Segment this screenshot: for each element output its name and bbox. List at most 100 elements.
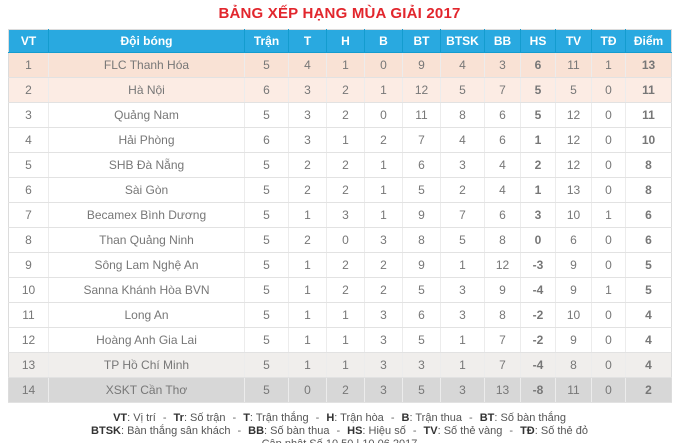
cell-stat: 8 xyxy=(555,352,592,378)
cell-stat: 1 xyxy=(288,202,327,228)
column-header: VT xyxy=(8,29,49,53)
cell-stat: 5 xyxy=(440,77,485,103)
cell-position: 11 xyxy=(8,302,49,328)
column-header: TĐ xyxy=(591,29,626,53)
table-row: 12 Hoàng Anh Gia Lai 5 1 1 3 5 1 7 -2 9 0 4 xyxy=(8,327,672,353)
cell-points: 10 xyxy=(625,127,672,153)
cell-stat: 12 xyxy=(555,127,592,153)
cell-stat: 7 xyxy=(440,202,485,228)
cell-stat: 4 xyxy=(484,152,521,178)
cell-stat: 3 xyxy=(440,277,485,303)
cell-team-name: Sông Lam Nghệ An xyxy=(48,252,245,278)
cell-goal-diff: 3 xyxy=(520,202,556,228)
cell-stat: 0 xyxy=(591,102,626,128)
cell-stat: 1 xyxy=(326,352,365,378)
cell-stat: 2 xyxy=(326,177,365,203)
cell-goal-diff: 1 xyxy=(520,177,556,203)
cell-stat: 5 xyxy=(244,202,289,228)
cell-team-name: Sài Gòn xyxy=(48,177,245,203)
cell-stat: 5 xyxy=(244,177,289,203)
cell-stat: 1 xyxy=(440,252,485,278)
cell-goal-diff: -3 xyxy=(520,252,556,278)
column-header: BT xyxy=(402,29,441,53)
cell-stat: 0 xyxy=(591,352,626,378)
table-row: 1 FLC Thanh Hóa 5 4 1 0 9 4 3 6 11 1 13 xyxy=(8,52,672,78)
legend-desc: : Số trận xyxy=(183,412,226,424)
cell-stat: 5 xyxy=(244,52,289,78)
table-row: 13 TP Hồ Chí Minh 5 1 1 3 3 1 7 -4 8 0 4 xyxy=(8,352,672,378)
cell-team-name: TP Hồ Chí Minh xyxy=(48,352,245,378)
cell-goal-diff: -2 xyxy=(520,302,556,328)
cell-stat: 5 xyxy=(244,152,289,178)
cell-stat: 1 xyxy=(364,152,403,178)
cell-points: 13 xyxy=(625,52,672,78)
cell-goal-diff: -4 xyxy=(520,277,556,303)
cell-goal-diff: -4 xyxy=(520,352,556,378)
cell-stat: 5 xyxy=(244,252,289,278)
cell-points: 8 xyxy=(625,152,672,178)
cell-stat: 9 xyxy=(555,252,592,278)
table-row: 7 Becamex Bình Dương 5 1 3 1 9 7 6 3 10 1 6 xyxy=(8,202,672,228)
legend-separator: - xyxy=(412,425,417,437)
column-header: BB xyxy=(484,29,521,53)
cell-stat: 7 xyxy=(484,352,521,378)
cell-goal-diff: -8 xyxy=(520,377,556,403)
cell-stat: 1 xyxy=(364,202,403,228)
cell-stat: 2 xyxy=(288,177,327,203)
cell-stat: 3 xyxy=(364,327,403,353)
cell-position: 6 xyxy=(8,177,49,203)
cell-stat: 1 xyxy=(364,77,403,103)
cell-stat: 3 xyxy=(364,302,403,328)
cell-stat: 3 xyxy=(288,77,327,103)
cell-team-name: Sanna Khánh Hòa BVN xyxy=(48,277,245,303)
cell-stat: 3 xyxy=(288,127,327,153)
legend-separator: - xyxy=(162,412,167,424)
cell-team-name: Hoàng Anh Gia Lai xyxy=(48,327,245,353)
cell-stat: 1 xyxy=(288,327,327,353)
cell-goal-diff: 0 xyxy=(520,227,556,253)
cell-stat: 0 xyxy=(591,77,626,103)
cell-stat: 3 xyxy=(288,102,327,128)
cell-stat: 9 xyxy=(402,252,441,278)
cell-stat: 2 xyxy=(326,77,365,103)
legend-abbr: BT xyxy=(479,412,495,424)
cell-stat: 4 xyxy=(440,127,485,153)
cell-position: 3 xyxy=(8,102,49,128)
cell-stat: 6 xyxy=(555,227,592,253)
cell-points: 5 xyxy=(625,277,672,303)
column-header: Điểm xyxy=(625,29,672,53)
cell-stat: 5 xyxy=(244,102,289,128)
cell-stat: 13 xyxy=(555,177,592,203)
table-body: 1 FLC Thanh Hóa 5 4 1 0 9 4 3 6 11 1 13 2 Hà Nội 6 3 2 1 12… xyxy=(8,52,672,403)
cell-team-name: Long An xyxy=(48,302,245,328)
legend-abbr: TĐ xyxy=(520,425,535,437)
cell-stat: 6 xyxy=(244,127,289,153)
cell-stat: 11 xyxy=(555,377,592,403)
cell-position: 12 xyxy=(8,327,49,353)
cell-stat: 5 xyxy=(440,227,485,253)
column-header: BTSK xyxy=(440,29,485,53)
cell-goal-diff: 5 xyxy=(520,102,556,128)
table-row: 6 Sài Gòn 5 2 2 1 5 2 4 1 13 0 8 xyxy=(8,177,672,203)
cell-stat: 0 xyxy=(591,177,626,203)
cell-stat: 2 xyxy=(288,227,327,253)
cell-stat: 5 xyxy=(402,377,441,403)
cell-goal-diff: -2 xyxy=(520,327,556,353)
cell-stat: 1 xyxy=(288,252,327,278)
cell-stat: 3 xyxy=(364,227,403,253)
cell-stat: 3 xyxy=(440,152,485,178)
legend-separator: - xyxy=(336,425,341,437)
column-header: Đội bóng xyxy=(48,29,245,53)
cell-stat: 3 xyxy=(364,352,403,378)
column-header: TV xyxy=(555,29,592,53)
cell-position: 7 xyxy=(8,202,49,228)
cell-stat: 6 xyxy=(244,77,289,103)
cell-stat: 6 xyxy=(402,302,441,328)
cell-position: 9 xyxy=(8,252,49,278)
cell-points: 11 xyxy=(625,77,672,103)
cell-stat: 3 xyxy=(364,377,403,403)
cell-stat: 7 xyxy=(402,127,441,153)
cell-stat: 5 xyxy=(244,277,289,303)
cell-stat: 2 xyxy=(326,102,365,128)
cell-stat: 0 xyxy=(288,377,327,403)
